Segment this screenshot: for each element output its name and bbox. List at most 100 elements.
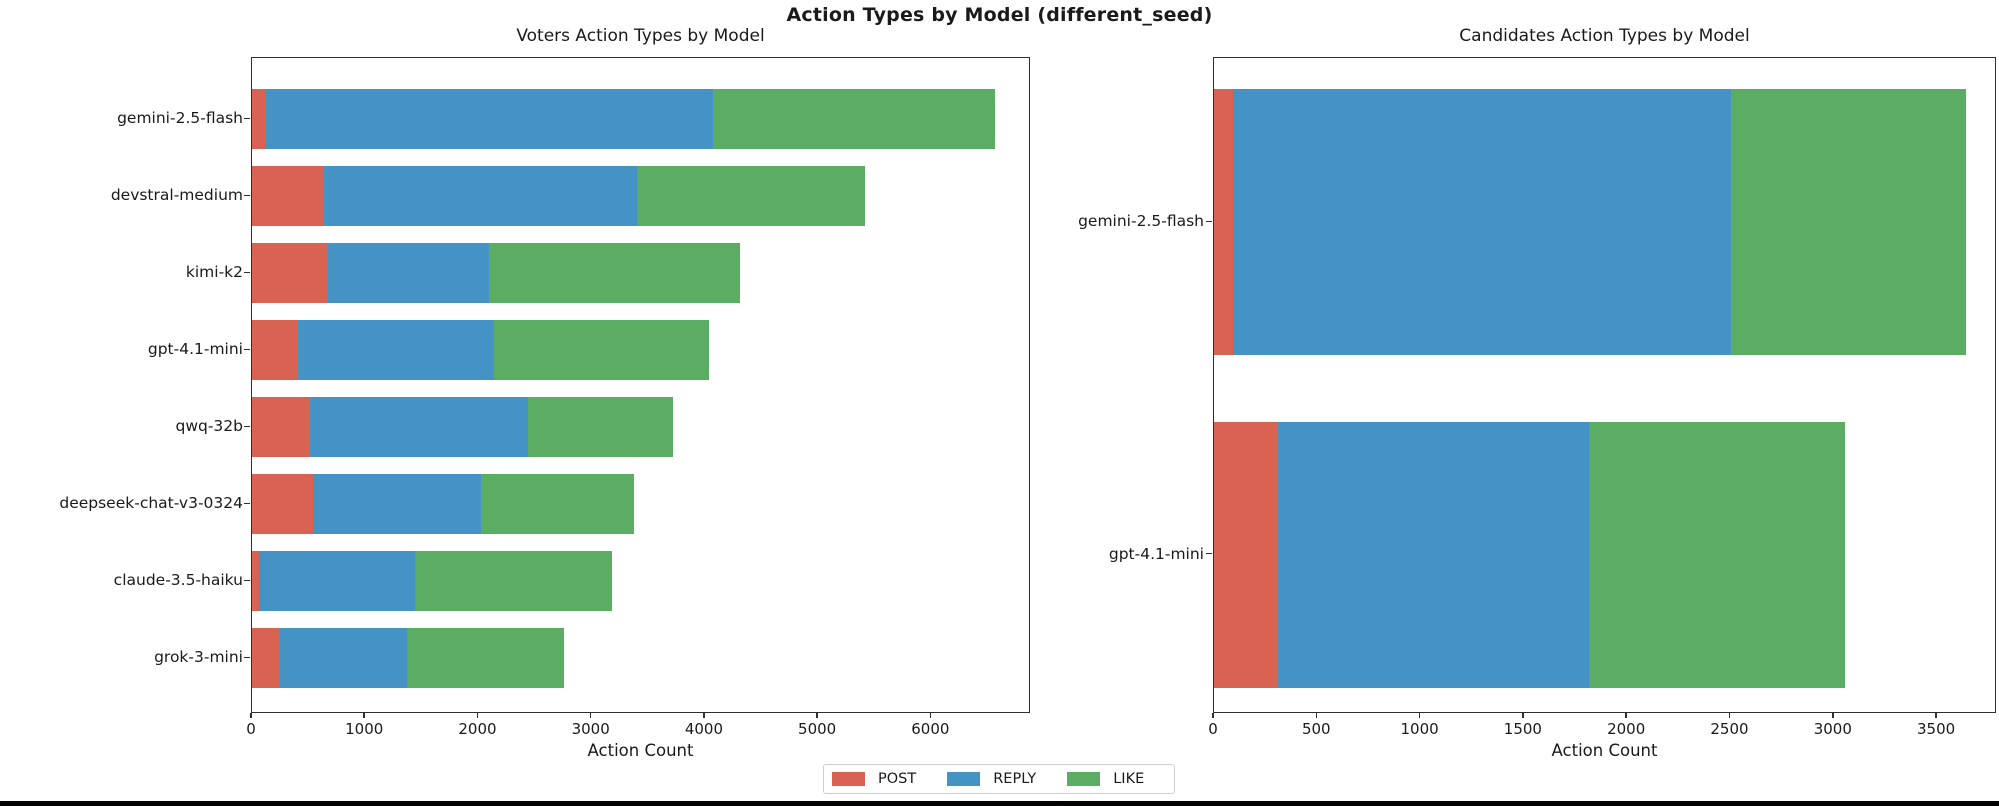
bar-devstral-medium [252, 166, 1029, 227]
bar-gpt-4.1-mini [252, 320, 1029, 381]
x-tick-label-1000: 1000 [345, 720, 384, 738]
bar-segment-reply-kimi-k2 [327, 243, 490, 304]
bar-qwq-32b [252, 397, 1029, 458]
bar-segment-reply-gemini-2.5-flash [1232, 89, 1732, 356]
y-tick-label-gpt-4.1-mini: gpt-4.1-mini [1108, 544, 1204, 563]
x-tick-mark [1212, 713, 1214, 718]
bar-gemini-2.5-flash [1214, 89, 1995, 356]
legend-item-reply: REPLY [947, 771, 1036, 787]
bar-segment-reply-qwq-32b [309, 397, 528, 458]
y-tick-label-devstral-medium: devstral-medium [110, 186, 243, 205]
x-tick-label-1500: 1500 [1503, 720, 1542, 738]
x-tick-label-5000: 5000 [798, 720, 837, 738]
x-tick-mark [1832, 713, 1834, 718]
bar-gpt-4.1-mini [1214, 421, 1995, 688]
x-tick-label-3000: 3000 [571, 720, 610, 738]
x-tick-mark [363, 713, 365, 718]
bar-segment-like-gpt-4.1-mini [1589, 421, 1845, 688]
x-tick-label-3000: 3000 [1813, 720, 1852, 738]
x-tick-mark [1728, 713, 1731, 718]
y-tick-mark [244, 502, 250, 505]
y-tick-label-claude-3.5-haiku: claude-3.5-haiku [113, 571, 243, 590]
y-tick-label-gemini-2.5-flash: gemini-2.5-flash [117, 109, 243, 128]
figure-title: Action Types by Model (different_seed) [786, 4, 1213, 26]
x-tick-mark [250, 713, 252, 718]
x-tick-mark [589, 713, 592, 718]
bar-segment-post-kimi-k2 [252, 243, 328, 304]
bar-segment-post-gpt-4.1-mini [252, 320, 299, 381]
bar-segment-like-gpt-4.1-mini [493, 320, 710, 381]
x-tick-mark [703, 713, 705, 718]
bar-segment-post-gemini-2.5-flash [252, 89, 266, 150]
bar-segment-like-qwq-32b [527, 397, 674, 458]
bar-segment-reply-grok-3-mini [280, 628, 407, 689]
bar-claude-3.5-haiku [252, 551, 1029, 612]
candidates-chart-title: Candidates Action Types by Model [1459, 26, 1750, 46]
x-tick-mark [1935, 713, 1937, 718]
legend-label-reply: REPLY [993, 771, 1037, 787]
x-tick-label-2500: 2500 [1710, 720, 1749, 738]
y-tick-mark [244, 271, 250, 274]
bar-segment-reply-claude-3.5-haiku [258, 551, 415, 612]
bar-segment-post-grok-3-mini [252, 628, 281, 689]
reply-color-swatch [947, 772, 981, 786]
y-tick-mark [244, 194, 250, 197]
bar-segment-like-gemini-2.5-flash [1731, 89, 1967, 356]
candidates-xaxis-label: Action Count [1551, 741, 1658, 760]
y-tick-label-gemini-2.5-flash: gemini-2.5-flash [1078, 212, 1204, 231]
x-tick-mark [1418, 713, 1421, 718]
voters-plot-area [251, 57, 1030, 713]
bar-segment-post-claude-3.5-haiku [252, 551, 259, 612]
x-tick-mark [476, 713, 479, 718]
bar-segment-post-devstral-medium [252, 166, 325, 227]
x-tick-mark [1625, 713, 1627, 718]
y-tick-mark [244, 656, 250, 659]
x-tick-label-3500: 3500 [1916, 720, 1956, 738]
y-tick-label-qwq-32b: qwq-32b [175, 417, 243, 436]
x-tick-mark [1315, 713, 1318, 718]
x-tick-mark [929, 713, 932, 718]
legend-label-post: POST [878, 771, 917, 787]
voters-xaxis-label: Action Count [587, 741, 694, 760]
y-tick-label-deepseek-chat-v3-0324: deepseek-chat-v3-0324 [59, 494, 243, 513]
x-tick-mark [1522, 713, 1524, 718]
y-tick-mark [1206, 220, 1212, 223]
like-color-swatch [1067, 772, 1101, 786]
legend-label-like: LIKE [1113, 771, 1145, 787]
bar-segment-like-deepseek-chat-v3-0324 [481, 474, 634, 535]
x-tick-label-4000: 4000 [684, 720, 723, 738]
legend: POST REPLY LIKE [823, 764, 1175, 794]
bar-segment-reply-gemini-2.5-flash [265, 89, 713, 150]
x-tick-label-500: 500 [1301, 720, 1331, 738]
bar-deepseek-chat-v3-0324 [252, 474, 1029, 535]
bar-segment-post-gpt-4.1-mini [1214, 421, 1278, 688]
bar-segment-reply-gpt-4.1-mini [1277, 421, 1590, 688]
y-tick-mark [244, 579, 250, 582]
bar-kimi-k2 [252, 243, 1029, 304]
x-tick-label-0: 0 [1208, 720, 1218, 738]
bar-segment-reply-devstral-medium [324, 166, 638, 227]
legend-item-like: LIKE [1067, 771, 1144, 787]
window-bottom-edge [0, 801, 1999, 806]
bar-segment-like-grok-3-mini [406, 628, 564, 689]
x-tick-label-1000: 1000 [1400, 720, 1439, 738]
y-tick-label-grok-3-mini: grok-3-mini [154, 648, 243, 667]
bar-gemini-2.5-flash [252, 89, 1029, 150]
x-tick-label-2000: 2000 [1607, 720, 1646, 738]
candidates-plot-area [1213, 57, 1996, 713]
y-tick-label-gpt-4.1-mini: gpt-4.1-mini [147, 340, 243, 359]
bar-segment-like-kimi-k2 [489, 243, 740, 304]
y-tick-mark [244, 348, 250, 351]
x-tick-mark [816, 713, 818, 718]
y-tick-label-kimi-k2: kimi-k2 [185, 263, 243, 282]
legend-item-post: POST [832, 771, 916, 787]
post-color-swatch [832, 772, 865, 786]
bar-segment-post-gemini-2.5-flash [1214, 89, 1233, 356]
y-tick-mark [244, 425, 250, 428]
x-tick-label-2000: 2000 [458, 720, 497, 738]
x-tick-label-6000: 6000 [911, 720, 950, 738]
bar-grok-3-mini [252, 628, 1029, 689]
bar-segment-like-devstral-medium [637, 166, 866, 227]
x-tick-label-0: 0 [246, 720, 256, 738]
